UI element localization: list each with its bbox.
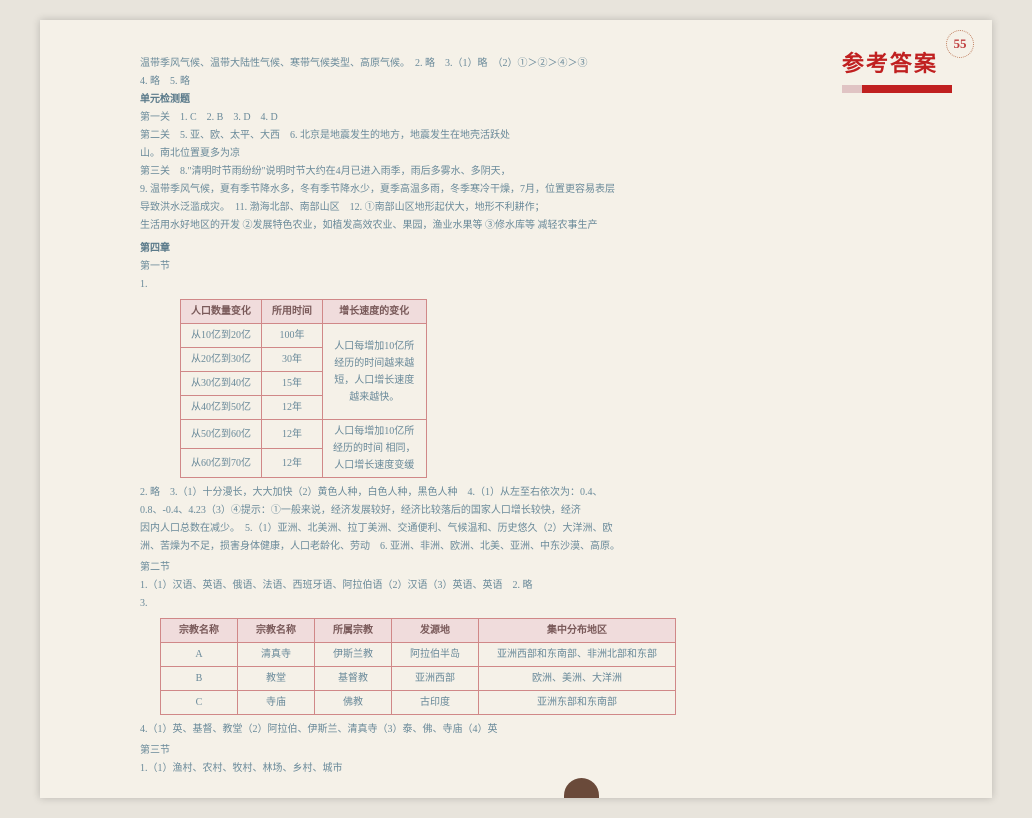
cell: 亚洲西部 <box>392 667 479 691</box>
table-row: A 清真寺 伊斯兰教 阿拉伯半岛 亚洲西部和东南部、非洲北部和东部 <box>161 643 676 667</box>
cell: 12年 <box>262 449 323 478</box>
cell: 从30亿到40亿 <box>181 372 262 396</box>
title-underline-light <box>842 85 862 93</box>
cell: 30年 <box>262 348 323 372</box>
cell: 欧洲、美洲、大洋洲 <box>479 667 676 691</box>
cell: 伊斯兰教 <box>315 643 392 667</box>
intro-line: 温带季风气候、温带大陆性气候、寒带气候类型、高原气候。 2. 略 3.（1）略 … <box>140 55 932 72</box>
text-line: 生活用水好地区的开发 ②发展特色农业，如植发高效农业、果园，渔业水果等 ③修水库… <box>140 217 932 234</box>
text-line: 山。南北位置夏多为凉 <box>140 145 932 162</box>
page: 55 参考答案 温带季风气候、温带大陆性气候、寒带气候类型、高原气候。 2. 略… <box>40 20 992 798</box>
text-line: 1.（1）渔村、农村、牧村、林场、乡村、城市 <box>140 760 932 777</box>
title-underline <box>862 85 952 93</box>
table-row: 从50亿到60亿 12年 人口每增加10亿所 经历的时间 相同， 人口增长速度变… <box>181 420 427 449</box>
section-heading: 第一节 <box>140 258 932 275</box>
chapter-heading: 第四章 <box>140 240 932 257</box>
cell: 100年 <box>262 324 323 348</box>
cell: 基督教 <box>315 667 392 691</box>
text-line: 4.（1）英、基督、教堂（2）阿拉伯、伊斯兰、清真寺（3）泰、佛、寺庙（4）英 <box>140 721 932 738</box>
cell: 佛教 <box>315 691 392 715</box>
col-header: 所属宗教 <box>315 619 392 643</box>
table-header-row: 人口数量变化 所用时间 增长速度的变化 <box>181 300 427 324</box>
cell: 从40亿到50亿 <box>181 396 262 420</box>
cell: 从10亿到20亿 <box>181 324 262 348</box>
cell: 从60亿到70亿 <box>181 449 262 478</box>
population-growth-table: 人口数量变化 所用时间 增长速度的变化 从10亿到20亿 100年 人口每增加1… <box>180 299 427 478</box>
cell: 15年 <box>262 372 323 396</box>
religion-table: 宗教名称 宗教名称 所属宗教 发源地 集中分布地区 A 清真寺 伊斯兰教 阿拉伯… <box>160 618 676 715</box>
cell: A <box>161 643 238 667</box>
text-line: 导致洪水泛滥成灾。 11. 渤海北部、南部山区 12. ①南部山区地形起伏大，地… <box>140 199 932 216</box>
text-line: 0.8、-0.4、4.23（3）④提示：①一般来说，经济发展较好，经济比较落后的… <box>140 502 932 519</box>
cell: 从50亿到60亿 <box>181 420 262 449</box>
cell: 12年 <box>262 396 323 420</box>
text-line: 洲、苦燥为不足，损害身体健康，人口老龄化、劳动 6. 亚洲、非洲、欧洲、北美、亚… <box>140 538 932 555</box>
text-line: 第三关 8."清明时节雨纷纷"说明时节大约在4月已进入雨季，雨后多雾水、多阴天， <box>140 163 932 180</box>
cell: 亚洲西部和东南部、非洲北部和东部 <box>479 643 676 667</box>
cell: 寺庙 <box>238 691 315 715</box>
section-heading: 第三节 <box>140 742 932 759</box>
col-header: 宗教名称 <box>238 619 315 643</box>
text-line: 因内人口总数在减少。 5.（1）亚洲、北美洲、拉丁美洲、交通便利、气候温和、历史… <box>140 520 932 537</box>
cell: 从20亿到30亿 <box>181 348 262 372</box>
table-header-row: 宗教名称 宗教名称 所属宗教 发源地 集中分布地区 <box>161 619 676 643</box>
text-line: 第二关 5. 亚、欧、太平、大西 6. 北京是地震发生的地方，地震发生在地壳活跃… <box>140 127 932 144</box>
cell: 教堂 <box>238 667 315 691</box>
text-line: 第一关 1. C 2. B 3. D 4. D <box>140 109 932 126</box>
cell: 亚洲东部和东南部 <box>479 691 676 715</box>
page-number-badge: 55 <box>946 30 974 58</box>
col-header: 集中分布地区 <box>479 619 676 643</box>
page-number: 55 <box>954 33 967 55</box>
title-block: 参考答案 <box>842 45 952 93</box>
cell: C <box>161 691 238 715</box>
cell: 12年 <box>262 420 323 449</box>
cell: 古印度 <box>392 691 479 715</box>
content: 温带季风气候、温带大陆性气候、寒带气候类型、高原气候。 2. 略 3.（1）略 … <box>140 55 932 777</box>
table-row: B 教堂 基督教 亚洲西部 欧洲、美洲、大洋洲 <box>161 667 676 691</box>
cell: 阿拉伯半岛 <box>392 643 479 667</box>
col-header: 人口数量变化 <box>181 300 262 324</box>
text-line: 1.（1）汉语、英语、俄语、法语、西班牙语、阿拉伯语（2）汉语（3）英语、英语 … <box>140 577 932 594</box>
thumb-shadow <box>564 778 599 798</box>
q-number: 1. <box>140 276 932 293</box>
text-line: 4. 略 5. 略 <box>140 73 932 90</box>
col-header: 增长速度的变化 <box>323 300 427 324</box>
title: 参考答案 <box>842 45 952 82</box>
col-header: 宗教名称 <box>161 619 238 643</box>
text-line: 2. 略 3.（1）十分漫长，大大加快（2）黄色人种，白色人种，黑色人种 4.（… <box>140 484 932 501</box>
col-header: 发源地 <box>392 619 479 643</box>
col-header: 所用时间 <box>262 300 323 324</box>
cell-merged: 人口每增加10亿所 经历的时间越来越 短，人口增长速度 越来越快。 <box>323 324 427 420</box>
section-heading: 第二节 <box>140 559 932 576</box>
table-row: C 寺庙 佛教 古印度 亚洲东部和东南部 <box>161 691 676 715</box>
text-line: 3. <box>140 595 932 612</box>
cell-merged: 人口每增加10亿所 经历的时间 相同， 人口增长速度变缓 <box>323 420 427 478</box>
table-row: 从10亿到20亿 100年 人口每增加10亿所 经历的时间越来越 短，人口增长速… <box>181 324 427 348</box>
text-line: 9. 温带季风气候，夏有季节降水多，冬有季节降水少，夏季高温多雨，冬季寒冷干燥，… <box>140 181 932 198</box>
cell: B <box>161 667 238 691</box>
unit-test-heading: 单元检测题 <box>140 91 932 108</box>
cell: 清真寺 <box>238 643 315 667</box>
